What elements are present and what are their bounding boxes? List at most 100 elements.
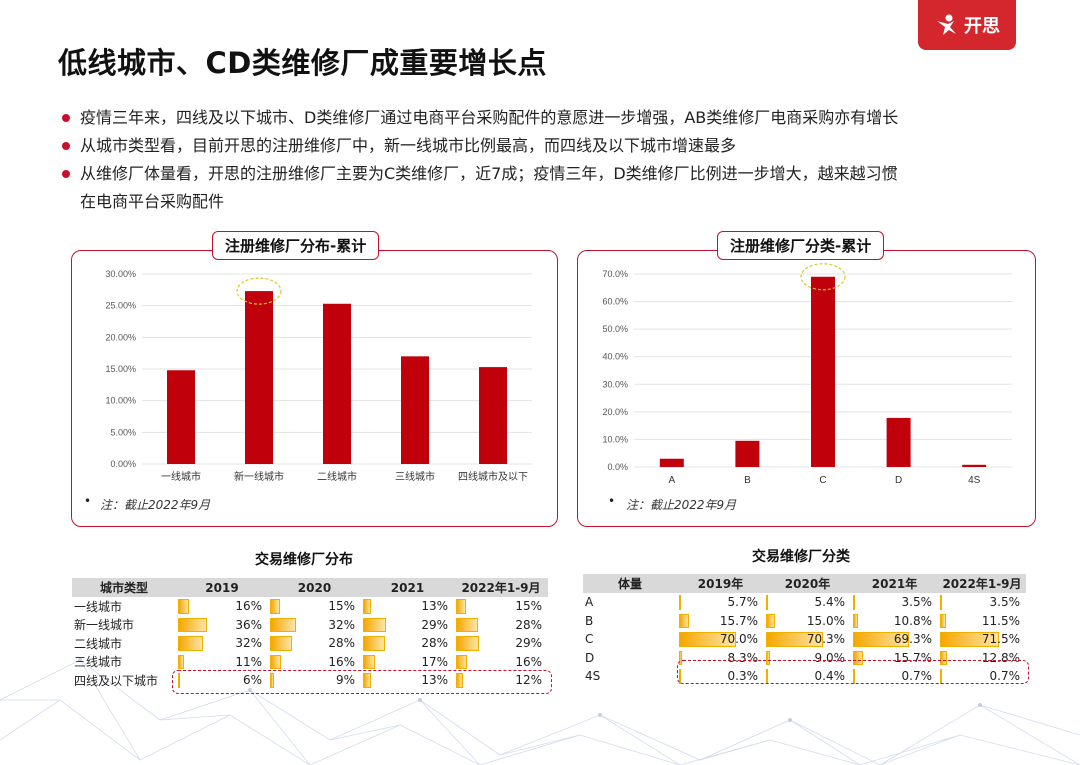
data-value: 28% [515, 617, 542, 632]
y-tick-label: 20.0% [602, 407, 628, 417]
data-cell: 13% [361, 671, 454, 690]
data-bar [178, 673, 180, 688]
data-bar [456, 617, 479, 632]
data-bar [679, 632, 736, 647]
table-header-cell: 2019年 [677, 574, 764, 593]
x-tick-label: 四线城市及以下 [458, 470, 528, 483]
data-cell: 15.0% [764, 612, 851, 631]
table-header-cell: 2020 [268, 578, 361, 597]
table-header-cell: 2020年 [764, 574, 851, 593]
data-cell: 71.5% [938, 630, 1026, 649]
highlight-ellipse [800, 263, 846, 291]
data-bar [456, 654, 468, 669]
data-value: 10.8% [893, 613, 932, 628]
bar [323, 303, 351, 464]
logo-text: 开思 [964, 16, 1000, 37]
data-cell: 3.5% [851, 593, 938, 612]
data-bar [940, 613, 947, 628]
bullet-text: 从城市类型看，目前开思的注册维修厂中，新一线城市比例最高，而四线及以下城市增速最… [80, 136, 737, 155]
table-row: A 5.7% 5.4% 3.5% 3.5% [583, 593, 1026, 612]
data-cell: 3.5% [938, 593, 1026, 612]
table-header-cell: 体量 [583, 574, 677, 593]
y-tick-label: 0.0% [607, 462, 628, 472]
table-header-cell: 2021 [361, 578, 454, 597]
bullet-text: 在电商平台采购配件 [80, 192, 225, 211]
table-row: 4S 0.3% 0.4% 0.7% 0.7% [583, 667, 1026, 686]
x-tick-label: 二线城市 [317, 470, 357, 483]
y-tick-label: 0.00% [110, 459, 136, 469]
data-cell: 13% [361, 597, 454, 616]
bar [167, 370, 195, 464]
bar [401, 356, 429, 464]
row-label: 四线及以下城市 [74, 673, 159, 688]
data-cell: 32% [268, 616, 361, 635]
data-value: 36% [235, 617, 262, 632]
data-value: 12.8% [981, 650, 1020, 665]
data-cell: 36% [176, 616, 268, 635]
data-bar [270, 599, 280, 614]
table-header-cell: 2022年1-9月 [454, 578, 548, 597]
data-bar [940, 632, 999, 647]
data-cell: 11% [176, 653, 268, 672]
data-bar [853, 613, 859, 628]
data-bar [679, 595, 681, 610]
data-cell: 9.0% [764, 649, 851, 668]
data-value: 3.5% [901, 595, 933, 610]
data-bar [363, 636, 386, 651]
data-bar [940, 595, 942, 610]
table-row: 一线城市 16% 15% 13% 15% [72, 597, 548, 616]
table-title-city: 交易维修厂分布 [255, 552, 353, 568]
x-tick-label: 三线城市 [395, 470, 435, 483]
y-tick-label: 5.00% [110, 427, 136, 437]
data-bar [178, 599, 189, 614]
y-tick-label: 40.0% [602, 352, 628, 362]
table-header-cell: 2019 [176, 578, 268, 597]
data-value: 15% [515, 599, 542, 614]
data-cell: 32% [176, 634, 268, 653]
data-bar [766, 650, 770, 665]
row-label: 三线城市 [74, 655, 123, 670]
data-value: 16% [515, 654, 542, 669]
data-bar [270, 636, 293, 651]
data-bar [363, 654, 375, 669]
highlight-dashed-row [677, 660, 1029, 684]
y-tick-label: 25.00% [105, 301, 136, 311]
data-cell: 11.5% [938, 612, 1026, 631]
data-bar [270, 617, 296, 632]
table-row: 三线城市 11% 16% 17% 16% [72, 653, 548, 672]
bullet-dot-icon [62, 114, 70, 122]
data-value: 70.0% [719, 632, 758, 647]
table-row: 二线城市 32% 28% 28% 29% [72, 634, 548, 653]
bar [479, 367, 507, 464]
row-label: C [585, 632, 594, 647]
data-value: 0.7% [989, 669, 1021, 684]
data-value: 32% [328, 617, 355, 632]
table-factory-class: 体量 2019年 2020年 2021年 2022年1-9月 A 5.7% 5.4% 3.5% 3… [583, 574, 1026, 686]
data-cell: 29% [454, 634, 548, 653]
table-row: 四线及以下城市 6% 9% 13% 12% [72, 671, 548, 690]
data-cell: 5.4% [764, 593, 851, 612]
bar [886, 417, 911, 467]
y-tick-label: 60.0% [602, 297, 628, 307]
brand-logo: 开思 [918, 0, 1016, 50]
y-tick-label: 15.00% [105, 364, 136, 374]
data-cell: 15.7% [677, 612, 764, 631]
data-cell: 28% [268, 634, 361, 653]
data-value: 28% [328, 636, 355, 651]
data-value: 13% [421, 673, 448, 688]
bar-chart-city-distribution: 0.00% 5.00% 10.00% 15.00% 20.00% 25.00% 30.00%… [105, 269, 532, 483]
data-cell: 9% [268, 671, 361, 690]
bullet-item: 疫情三年来，四线及以下城市、D类维修厂通过电商平台采购配件的意愿进一步增强，AB… [62, 104, 1022, 132]
row-label: D [585, 650, 595, 665]
data-value: 9.0% [814, 650, 846, 665]
data-value: 3.5% [989, 595, 1021, 610]
data-cell: 5.7% [677, 593, 764, 612]
data-value: 16% [328, 654, 355, 669]
data-bar [766, 613, 776, 628]
table-header-row: 体量 2019年 2020年 2021年 2022年1-9月 [583, 574, 1026, 593]
bar [811, 276, 835, 467]
data-value: 0.7% [901, 669, 933, 684]
table-row: 新一线城市 36% 32% 29% 28% [72, 616, 548, 635]
data-bar [853, 632, 910, 647]
